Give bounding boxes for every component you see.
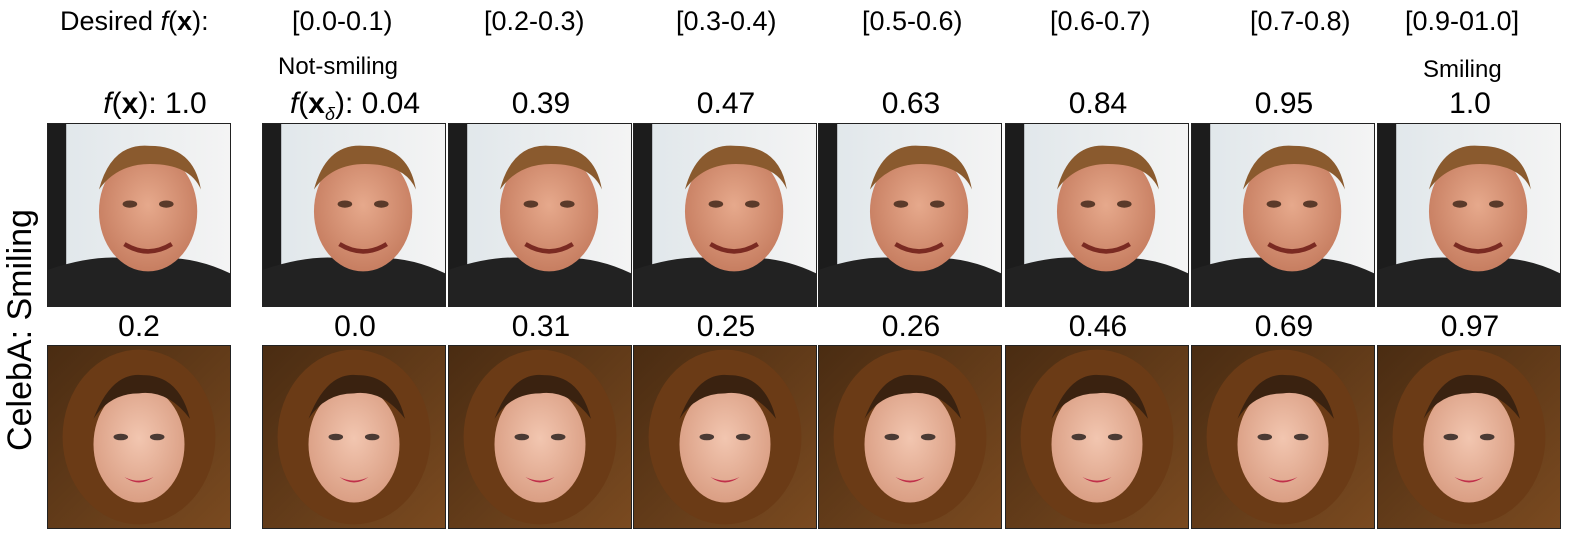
counterfactual-face-1 — [262, 123, 446, 307]
counterfactual-face-2-1 — [262, 345, 446, 529]
counterfactual-face-2 — [448, 123, 632, 307]
row2-score-5: 0.46 — [1068, 310, 1128, 343]
counterfactual-face-7 — [1377, 123, 1561, 307]
counterfactual-face-2-4 — [818, 345, 1002, 529]
row2-score-4: 0.26 — [881, 310, 941, 343]
row-label: CelebA: Smiling — [1, 209, 39, 451]
original-score-label: f(x): 1.0 — [103, 87, 207, 120]
row2-score-6: 0.69 — [1254, 310, 1314, 343]
delta-score-label: f(xδ): 0.04 — [289, 87, 421, 124]
row2-original-score: 0.2 — [118, 310, 160, 343]
counterfactual-face-4 — [818, 123, 1002, 307]
row2-score-3: 0.25 — [696, 310, 756, 343]
desired-label: Desired f(x): — [60, 6, 209, 36]
not-smiling-annotation: Not-smiling — [278, 53, 399, 80]
original-face-image-2 — [47, 345, 231, 529]
counterfactual-face-2-6 — [1191, 345, 1375, 529]
counterfactual-face-2-5 — [1005, 345, 1189, 529]
counterfactual-face-3 — [633, 123, 817, 307]
range-label-4: [0.5-0.6) — [862, 6, 963, 36]
row2-score-7: 0.97 — [1440, 310, 1500, 343]
range-label-2: [0.2-0.3) — [484, 6, 585, 36]
range-label-6: [0.7-0.8) — [1250, 6, 1351, 36]
row1-score-7: 1.0 — [1449, 87, 1491, 120]
smiling-annotation: Smiling — [1423, 56, 1502, 83]
row1-score-6: 0.95 — [1254, 87, 1314, 120]
range-label-5: [0.6-0.7) — [1050, 6, 1151, 36]
counterfactual-face-5 — [1005, 123, 1189, 307]
counterfactual-face-2-7 — [1377, 345, 1561, 529]
row1-score-3: 0.47 — [696, 87, 756, 120]
original-face-image — [47, 123, 231, 307]
row1-score-4: 0.63 — [881, 87, 941, 120]
row2-score-2: 0.31 — [511, 310, 571, 343]
counterfactual-face-2-3 — [633, 345, 817, 529]
range-label-3: [0.3-0.4) — [676, 6, 777, 36]
counterfactual-face-2-2 — [448, 345, 632, 529]
counterfactual-face-6 — [1191, 123, 1375, 307]
range-label-1: [0.0-0.1) — [292, 6, 393, 36]
row1-score-2: 0.39 — [511, 87, 571, 120]
row2-score-1: 0.0 — [334, 310, 376, 343]
row1-score-5: 0.84 — [1068, 87, 1128, 120]
range-label-7: [0.9-01.0] — [1405, 6, 1520, 36]
